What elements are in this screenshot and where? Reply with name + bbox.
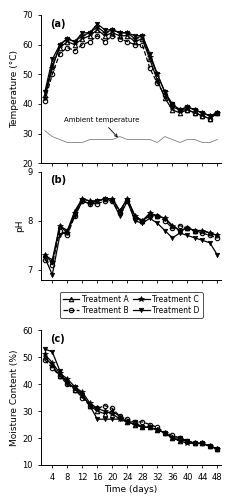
Text: Ambient temperature: Ambient temperature [63,116,138,137]
Text: (b): (b) [50,175,66,185]
Y-axis label: Temperature (°C): Temperature (°C) [10,50,19,128]
Text: (a): (a) [50,20,65,30]
X-axis label: Time (days): Time (days) [104,485,157,494]
Y-axis label: pH: pH [15,220,25,232]
Legend: Treatment A, Treatment B, Treatment C, Treatment D: Treatment A, Treatment B, Treatment C, T… [59,292,202,318]
Text: (c): (c) [50,334,64,344]
Y-axis label: Moisture Content (%): Moisture Content (%) [10,350,19,446]
